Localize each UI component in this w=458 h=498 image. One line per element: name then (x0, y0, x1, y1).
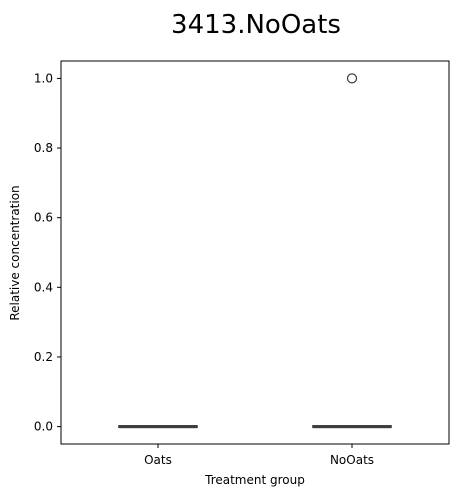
box-oats (118, 425, 198, 429)
box-outlier-point (346, 73, 358, 84)
x-tick-label: NoOats (330, 453, 374, 467)
y-tick-label: 1.0 (34, 71, 53, 85)
y-tick-label: 0.6 (34, 211, 53, 225)
y-axis: 0.0 0.2 0.4 0.6 0.8 1.0 (34, 71, 61, 434)
box-nooats (312, 73, 392, 429)
y-tick-label: 0.0 (34, 420, 53, 434)
box-series (118, 73, 392, 429)
y-tick-label: 0.2 (34, 350, 53, 364)
x-axis-label: Treatment group (204, 473, 305, 487)
plot-area (60, 60, 450, 445)
x-axis: Oats NoOats (144, 444, 374, 467)
x-tick-label: Oats (144, 453, 172, 467)
y-tick-label: 0.4 (34, 280, 53, 294)
plot-frame (60, 60, 450, 445)
y-axis-label: Relative concentration (8, 185, 22, 320)
y-tick-label: 0.8 (34, 141, 53, 155)
chart-title: 3413.NoOats (171, 10, 341, 40)
